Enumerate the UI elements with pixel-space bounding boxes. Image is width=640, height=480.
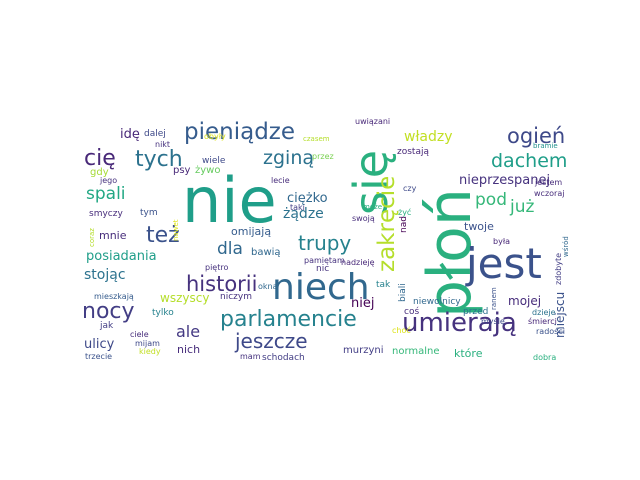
word: jak <box>100 321 114 331</box>
word: nad <box>399 216 409 233</box>
word: niczym <box>220 292 252 302</box>
word: władzy <box>404 129 453 145</box>
word: trupy <box>298 231 352 255</box>
word: piętro <box>205 263 229 272</box>
word: dalej <box>144 129 166 139</box>
word: mojej <box>508 294 542 308</box>
word: murzyni <box>343 345 384 356</box>
word: psy <box>173 165 191 176</box>
word: dla <box>217 239 243 259</box>
word: choć <box>392 326 411 335</box>
word: które <box>454 347 483 360</box>
word: jeszcze <box>235 329 308 353</box>
word: twoje <box>464 220 494 233</box>
word: już <box>510 197 535 217</box>
word: jego <box>100 176 118 185</box>
word: mnie <box>99 229 127 242</box>
word: ciele <box>130 330 149 339</box>
word: przed <box>463 307 489 317</box>
word: mam <box>240 352 261 361</box>
word: bawią <box>251 247 281 258</box>
word: gdy <box>90 167 109 178</box>
word: niej <box>351 296 375 311</box>
word: pod <box>475 190 507 210</box>
word: ciężko <box>287 191 328 206</box>
word: ogień <box>507 124 566 148</box>
word: pamiętam <box>304 256 345 265</box>
word-cloud: nie płoń się jest niech umierają zakręci… <box>80 110 576 370</box>
word: pieniądze <box>184 119 296 145</box>
word: ulicy <box>84 337 115 352</box>
word: nocy <box>82 299 135 324</box>
word: idę <box>120 127 140 142</box>
word: zostają <box>397 147 429 157</box>
word: ranem <box>490 287 498 310</box>
word: śmierci <box>528 317 557 326</box>
word: tak <box>376 280 391 290</box>
word: nie <box>182 164 277 237</box>
word: coś <box>404 307 420 317</box>
word: nadzieję <box>341 258 375 267</box>
word: niech <box>272 267 370 308</box>
word: jest <box>466 239 542 288</box>
word: jestem <box>535 178 563 187</box>
word: parlamencie <box>220 307 357 332</box>
word: mijam <box>135 339 160 348</box>
word: zginą <box>263 147 314 169</box>
word: dobra <box>533 353 557 362</box>
word: mieszkają <box>94 292 134 301</box>
word: radości <box>536 327 565 336</box>
word: nich <box>177 343 201 356</box>
word: też <box>146 223 180 248</box>
word: ale <box>176 322 201 341</box>
word: cię <box>84 146 116 171</box>
word: biali <box>398 283 408 302</box>
word: bramie <box>533 142 558 150</box>
word: uwiązani <box>355 117 391 126</box>
word: zdobyte <box>554 252 563 285</box>
word: żądze <box>283 206 324 222</box>
word: wszyscy <box>160 291 210 305</box>
word: dzieje <box>532 308 556 317</box>
word: zakręcie <box>374 175 400 272</box>
word: historii <box>186 272 258 296</box>
word: coraz <box>88 228 96 247</box>
word: omijają <box>231 225 272 238</box>
word: czasem <box>303 135 330 143</box>
word: żyć <box>398 208 412 217</box>
word: miejscu <box>553 291 567 338</box>
word: była <box>493 237 510 246</box>
word: przez <box>312 152 334 161</box>
word: nic <box>316 264 330 274</box>
word: może <box>363 203 383 211</box>
word: nawet <box>172 219 180 241</box>
word: wczoraj <box>534 189 565 198</box>
word: taki <box>290 203 305 212</box>
word: czy <box>403 184 417 193</box>
word: stojąc <box>84 267 126 283</box>
word: dachem <box>491 150 568 172</box>
word: posiadania <box>86 249 157 264</box>
word: kiedy <box>139 347 161 356</box>
word: swoją <box>352 214 375 223</box>
word: lecie <box>271 176 290 185</box>
word: spali <box>86 184 126 204</box>
word: wiele <box>202 156 226 166</box>
word: schodach <box>262 353 305 363</box>
word: nieprzespanej <box>459 173 551 188</box>
word: wśród <box>562 236 570 257</box>
word: niewolnicy <box>413 297 461 307</box>
word: tylko <box>152 308 174 318</box>
word: normalne <box>392 346 440 357</box>
word: tym <box>140 208 158 218</box>
word: umierają <box>402 308 517 338</box>
word: tych <box>135 147 183 172</box>
word: nikt <box>155 140 171 149</box>
word: obyły <box>204 132 226 141</box>
word: smyczy <box>89 209 123 219</box>
word: myślę <box>481 317 505 326</box>
word: trzecie <box>85 352 113 361</box>
word: żywo <box>195 165 221 176</box>
word: okna <box>258 282 278 291</box>
